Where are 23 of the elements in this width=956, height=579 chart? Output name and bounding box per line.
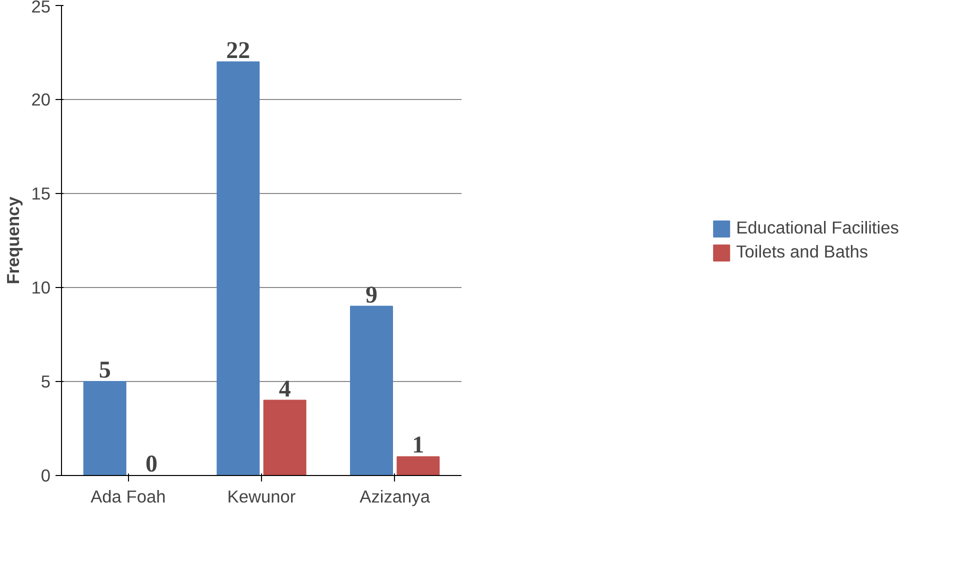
data-label: 5 xyxy=(98,358,111,384)
y-axis-title: Frequency xyxy=(3,196,24,284)
bar xyxy=(396,456,440,476)
bar xyxy=(216,61,260,476)
y-tick-label: 20 xyxy=(31,90,51,110)
bar xyxy=(350,306,393,476)
y-tick-label: 10 xyxy=(31,278,51,298)
y-tick-label: 0 xyxy=(40,466,51,486)
data-label: 4 xyxy=(278,376,291,402)
bar xyxy=(83,381,126,476)
data-label: 1 xyxy=(412,432,424,459)
data-label: 22 xyxy=(226,38,250,64)
data-label: 0 xyxy=(146,452,158,478)
legend-label: Toilets and Baths xyxy=(736,242,868,262)
x-tick-label: Ada Foah xyxy=(90,486,166,506)
legend-label: Educational Facilities xyxy=(736,218,899,238)
x-tick-label: Azizanya xyxy=(360,486,430,506)
x-tick-label: Kewunor xyxy=(227,486,296,506)
y-tick-label: 15 xyxy=(31,184,51,204)
data-label: 9 xyxy=(366,282,378,308)
y-tick-label: 25 xyxy=(31,0,51,16)
bar xyxy=(263,400,306,476)
y-tick-label: 5 xyxy=(40,372,51,392)
